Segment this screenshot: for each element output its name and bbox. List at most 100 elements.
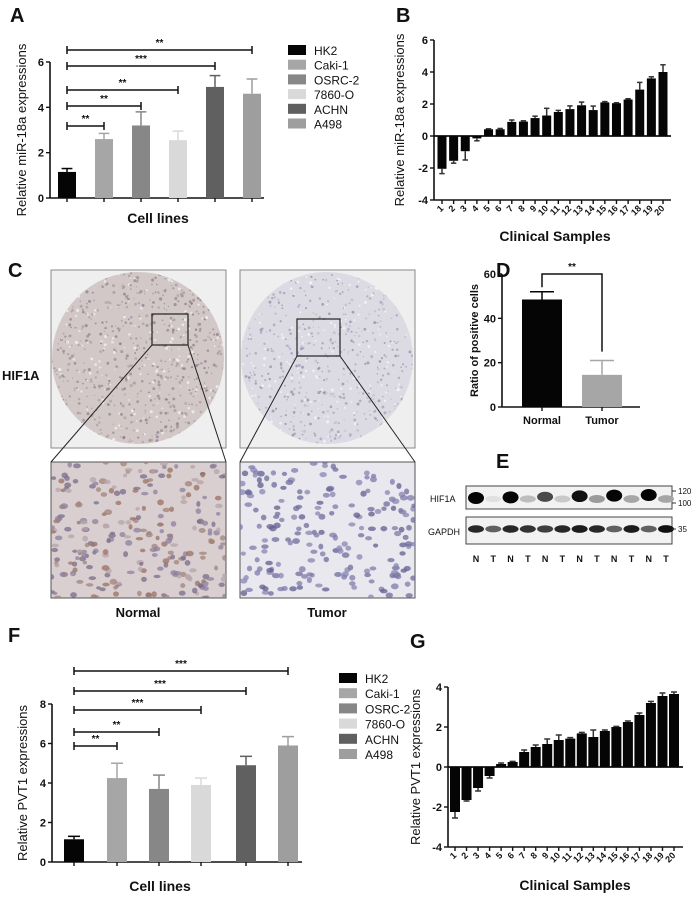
tissue-texture (131, 441, 134, 444)
tissue-texture (376, 321, 379, 324)
cell-nucleus (54, 563, 60, 568)
ihc-tumor-zoom-box (296, 318, 341, 357)
cell-nucleus (128, 524, 133, 530)
bar-7 (519, 752, 530, 767)
tissue-texture (112, 350, 116, 354)
tissue-texture (270, 350, 273, 353)
cell-nucleus (291, 514, 298, 520)
tissue-texture (404, 335, 407, 339)
tissue-texture (195, 390, 197, 393)
tissue-texture (125, 295, 129, 299)
tissue-texture (396, 348, 399, 351)
tissue-texture (267, 372, 270, 375)
cell-nucleus (254, 557, 260, 563)
bar-7860-O (169, 140, 187, 198)
tissue-texture (85, 290, 89, 294)
cell-nucleus (244, 502, 253, 507)
tissue-texture (172, 287, 175, 290)
tissue-texture (180, 294, 184, 298)
tissue-texture (75, 326, 78, 329)
tissue-texture (364, 288, 367, 291)
lane-label: T (594, 554, 600, 564)
tissue-texture (295, 364, 299, 368)
cell-nucleus (261, 544, 269, 549)
tissue-texture (57, 343, 59, 345)
tissue-texture (372, 398, 375, 401)
tissue-texture (297, 391, 301, 395)
tissue-texture (139, 289, 143, 294)
tissue-texture (135, 420, 138, 422)
cell-nucleus (67, 534, 75, 539)
tissue-texture (94, 376, 97, 379)
tissue-texture (360, 435, 362, 437)
tissue-texture (75, 387, 79, 390)
tissue-texture (405, 333, 408, 336)
tissue-texture (344, 401, 348, 405)
cell-nucleus (395, 574, 402, 580)
tissue-texture (390, 398, 392, 401)
cell-nucleus (141, 491, 149, 496)
cell-nucleus (137, 468, 143, 474)
tissue-texture (337, 345, 339, 348)
legend-swatch (339, 749, 357, 759)
tissue-texture (176, 425, 180, 428)
tissue-texture (140, 314, 142, 317)
tissue-texture (330, 395, 332, 397)
cell-nucleus (357, 533, 365, 538)
tissue-texture (139, 372, 142, 376)
tissue-texture (380, 384, 383, 387)
tissue-texture (127, 399, 130, 401)
cell-nucleus (139, 474, 148, 479)
tissue-texture (327, 365, 329, 368)
tissue-texture (120, 350, 124, 354)
tissue-texture (210, 338, 213, 341)
cell-nucleus (113, 585, 118, 590)
cell-nucleus (319, 471, 327, 478)
tissue-texture (79, 345, 81, 347)
tissue-texture (259, 386, 262, 389)
tissue-texture (128, 333, 131, 336)
tissue-texture (74, 327, 76, 329)
cell-nucleus (51, 574, 55, 580)
tissue-texture (373, 337, 376, 340)
tissue-texture (128, 440, 131, 443)
tissue-texture (317, 407, 319, 410)
tissue-texture (172, 430, 175, 432)
bar-HK2 (64, 839, 84, 862)
tissue-texture (303, 404, 307, 408)
cell-nucleus (307, 558, 316, 563)
tissue-texture (119, 402, 122, 404)
tissue-texture (265, 406, 268, 409)
cell-nucleus (360, 490, 367, 497)
tissue-texture (399, 385, 403, 389)
tissue-texture (310, 410, 313, 412)
tissue-texture (102, 349, 105, 352)
tissue-texture (340, 326, 343, 329)
cell-nucleus (162, 558, 170, 564)
x-tick-label: 2 (446, 203, 457, 214)
tissue-texture (314, 359, 317, 363)
legend-swatch (288, 103, 306, 114)
tissue-texture (193, 352, 195, 355)
tissue-texture (354, 363, 357, 366)
bar-15 (600, 102, 610, 136)
cell-nucleus (159, 462, 168, 467)
cell-nucleus (178, 590, 186, 596)
tissue-texture (66, 380, 69, 383)
tissue-texture (328, 435, 332, 438)
x-tick-label: 9 (528, 203, 539, 214)
cell-nucleus (133, 527, 142, 533)
cell-nucleus (240, 578, 248, 584)
tissue-texture (336, 400, 339, 403)
tissue-texture (387, 344, 391, 348)
tissue-texture (290, 279, 292, 282)
tissue-texture (85, 378, 88, 381)
tissue-texture (301, 335, 304, 338)
tissue-texture (122, 273, 126, 276)
tissue-texture (154, 291, 157, 294)
cell-nucleus (304, 489, 311, 495)
panel-label-g: G (410, 631, 426, 653)
cell-nucleus (211, 521, 216, 528)
cell-nucleus (265, 560, 273, 566)
